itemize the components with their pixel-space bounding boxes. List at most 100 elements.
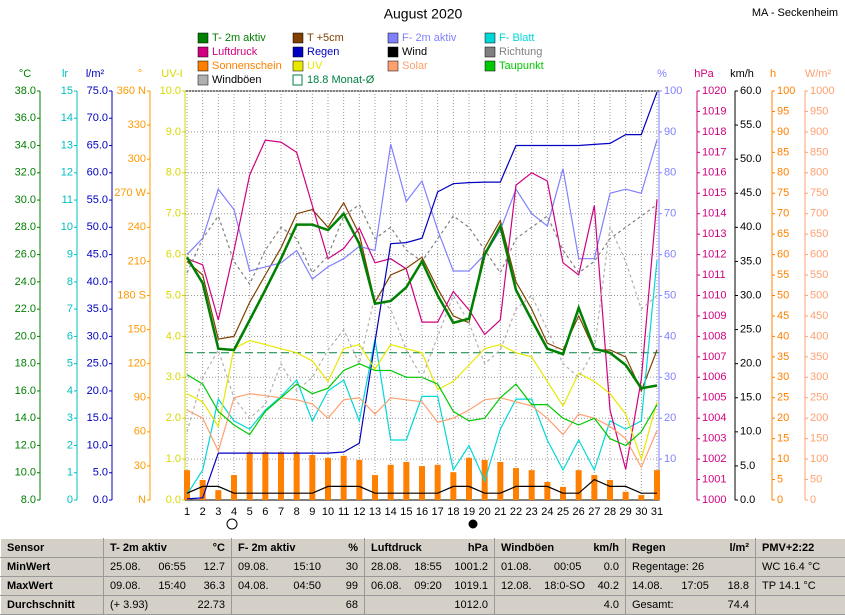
cell-content: 09.08. 15:10 30: [238, 561, 358, 573]
y-tick-label: 1003: [702, 433, 726, 445]
cell-text: 09.08.: [110, 580, 141, 592]
cell-text: F- 2m aktiv: [238, 542, 296, 554]
bar: [199, 479, 206, 500]
legend-swatch: [292, 32, 304, 44]
y-tick-label: 1011: [702, 269, 726, 281]
cell-content: 1012.0: [371, 599, 488, 611]
axis-title: %: [657, 68, 667, 80]
x-tick-label: 1: [184, 506, 190, 518]
bar: [544, 482, 551, 500]
y-tick-label: 1010: [702, 289, 726, 301]
axis-title: hPa: [694, 68, 714, 80]
cell-content: T- 2m aktiv °C: [110, 542, 225, 554]
cell-text: 74.4: [727, 599, 749, 611]
y-tick-label: 15: [61, 85, 73, 97]
y-tick-label: 0: [777, 494, 783, 506]
y-tick-label: 250: [810, 392, 828, 404]
y-tick-label: 20: [664, 412, 676, 424]
y-tick-label: 90: [777, 126, 789, 138]
y-tick-label: 80: [777, 167, 789, 179]
y-tick-label: 50.0: [740, 153, 761, 165]
cell-content: Regentage: 26: [632, 561, 749, 573]
x-tick-label: 9: [309, 506, 315, 518]
y-tick-label: 8.0: [166, 167, 181, 179]
y-tick-label: 300: [810, 371, 828, 383]
bar: [607, 479, 613, 500]
table-cell: 14.08. 17:05 18.8: [625, 576, 756, 596]
cell-content: 4.0: [501, 599, 619, 611]
bar: [293, 452, 300, 500]
y-tick-label: 4.0: [166, 330, 181, 342]
y-tick-label: 1001: [702, 473, 726, 485]
axis-title: UV-I: [161, 68, 182, 80]
table-cell: MinWert: [0, 557, 104, 577]
bar: [372, 475, 378, 500]
y-tick-label: 360 N: [117, 85, 146, 97]
bar: [262, 452, 269, 500]
y-tick-label: 25: [777, 392, 789, 404]
table-cell: TP 14.1 °C: [755, 576, 845, 596]
table-row: Durchschnitt (+ 3.93) 22.73 68 1012.0 4.0 Gesa…: [0, 595, 845, 615]
y-tick-label: 40.0: [87, 276, 108, 288]
cell-content: 25.08. 06:55 12.7: [110, 561, 225, 573]
cell-content: 09.08. 15:40 36.3: [110, 580, 225, 592]
y-tick-label: 1009: [702, 310, 726, 322]
legend-swatch: [387, 32, 399, 44]
bar: [246, 452, 253, 500]
y-tick-label: 18.0: [15, 358, 36, 370]
x-tick-label: 14: [385, 506, 397, 518]
y-tick-label: 70: [664, 208, 676, 220]
table-cell: 68: [231, 595, 365, 615]
axis-title: l/m²: [86, 68, 105, 80]
bar: [184, 470, 190, 500]
y-tick-label: 55: [777, 269, 789, 281]
y-tick-label: 1015: [702, 187, 726, 199]
y-tick-label: 7.0: [166, 208, 181, 220]
cell-content: PMV+2:22: [762, 542, 845, 554]
y-tick-label: 1002: [702, 453, 726, 465]
y-tick-label: 40: [664, 330, 676, 342]
y-tick-label: 100: [777, 85, 795, 97]
legend-label: Solar: [402, 60, 428, 72]
y-tick-label: 150: [810, 433, 828, 445]
y-tick-label: 5.0: [740, 460, 755, 472]
y-tick-label: 900: [810, 126, 828, 138]
series-line: [185, 211, 658, 390]
series-line: [186, 91, 658, 500]
cell-text: 15:10: [293, 561, 321, 573]
cell-text: 36.3: [203, 580, 225, 592]
cell-content: 12.08. 18:0-SO 40.2: [501, 580, 619, 592]
cell-text: 12.08.: [501, 580, 532, 592]
y-tick-label: 450: [810, 310, 828, 322]
y-tick-label: 330: [128, 119, 146, 131]
table-cell: 01.08. 00:05 0.0: [494, 557, 626, 577]
x-tick-label: 25: [557, 506, 569, 518]
y-tick-label: 35.0: [87, 303, 108, 315]
series-line: [186, 478, 657, 494]
x-tick-label: 8: [294, 506, 300, 518]
bar: [638, 495, 645, 500]
cell-text: T- 2m aktiv: [110, 542, 167, 554]
axis-title: °C: [19, 68, 31, 80]
y-tick-label: 30: [777, 371, 789, 383]
table-cell: MaxWert: [0, 576, 104, 596]
cell-text: Luftdruck: [371, 542, 422, 554]
y-tick-label: 1014: [702, 208, 726, 220]
axis-title: W/m²: [805, 68, 832, 80]
cell-content: Regen l/m²: [632, 542, 749, 554]
y-tick-label: 5.0: [93, 467, 108, 479]
y-tick-label: 80: [664, 167, 676, 179]
cell-text: 04:50: [293, 580, 321, 592]
cell-text: 18.8: [727, 580, 749, 592]
y-tick-label: 20.0: [740, 358, 761, 370]
cell-content: TP 14.1 °C: [762, 580, 845, 592]
y-tick-label: 20.0: [15, 330, 36, 342]
cell-text: 4.0: [603, 599, 619, 611]
legend-label: T +5cm: [307, 32, 344, 44]
y-tick-label: 26.0: [15, 249, 36, 261]
x-tick-label: 2: [200, 506, 206, 518]
legend-label: Luftdruck: [212, 46, 258, 58]
y-tick-label: 65: [777, 228, 789, 240]
cell-text: %: [348, 542, 358, 554]
cell-text: 04.08.: [238, 580, 269, 592]
